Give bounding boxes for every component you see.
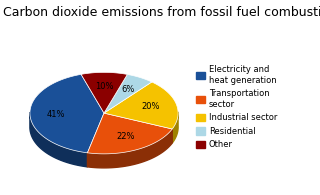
Polygon shape xyxy=(104,74,152,113)
Polygon shape xyxy=(104,82,178,129)
Polygon shape xyxy=(81,72,127,113)
Text: Carbon dioxide emissions from fossil fuel combustion: Carbon dioxide emissions from fossil fue… xyxy=(3,6,320,19)
Polygon shape xyxy=(30,74,104,153)
Polygon shape xyxy=(87,113,172,154)
Text: 10%: 10% xyxy=(95,82,113,91)
Polygon shape xyxy=(172,112,178,143)
Legend: Electricity and
heat generation, Transportation
sector, Industrial sector, Resid: Electricity and heat generation, Transpo… xyxy=(196,65,277,149)
Text: 41%: 41% xyxy=(46,110,65,119)
Text: 22%: 22% xyxy=(117,132,135,141)
Text: 20%: 20% xyxy=(142,102,160,111)
Polygon shape xyxy=(30,112,87,167)
Polygon shape xyxy=(87,129,172,168)
Text: 6%: 6% xyxy=(121,85,134,94)
